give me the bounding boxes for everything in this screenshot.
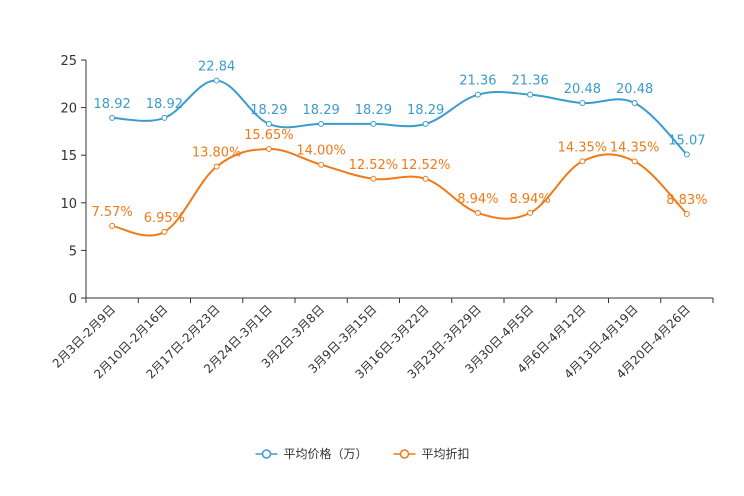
data-point (318, 120, 325, 127)
data-label: 18.29 (303, 103, 340, 118)
data-label: 12.52% (401, 158, 451, 173)
data-label: 14.35% (558, 140, 608, 155)
data-label: 22.84 (198, 60, 235, 75)
data-point (527, 91, 534, 98)
data-label: 14.35% (610, 140, 660, 155)
data-label: 21.36 (512, 74, 549, 89)
series-2: 7.57% 6.95%13.80%15.65%14.00%12.52% 12.52%… (91, 128, 708, 237)
series-layer: 18.92 18.92 22.84 18.29 18.29 18.29 18.29 21.36… (91, 60, 708, 237)
data-label: 7.57% (91, 205, 132, 220)
data-point (422, 120, 429, 127)
data-label: 12.52% (349, 158, 399, 173)
data-point (265, 120, 272, 127)
data-label: 18.92 (146, 97, 183, 112)
data-point (474, 209, 481, 216)
data-label: 21.36 (459, 74, 496, 89)
data-point (527, 209, 534, 216)
y-tick-label: 0 (69, 292, 77, 307)
legend-item-1[interactable]: 平均价格（万） (255, 446, 368, 461)
data-label: 8.94% (457, 192, 498, 207)
y-tick-label: 10 (60, 197, 77, 212)
data-point (631, 158, 638, 165)
data-label: 6.95% (144, 211, 185, 226)
series-line (111, 148, 688, 237)
data-label: 8.83% (666, 193, 707, 208)
data-point (109, 114, 116, 121)
legend-label: 平均折扣 (422, 446, 470, 461)
x-axis: 2月3日-2月9日2月10日-2月16日2月17日-2月23日2月24日-3月1… (50, 297, 714, 382)
data-point (161, 114, 168, 121)
data-label: 18.29 (407, 103, 444, 118)
data-label: 15.07 (668, 134, 705, 149)
data-label: 20.48 (564, 82, 601, 97)
legend-label: 平均价格（万） (284, 446, 368, 461)
y-axis: 0 5 10 15 20 25 (60, 54, 87, 307)
y-tick-label: 20 (60, 102, 77, 117)
data-label: 18.92 (94, 97, 131, 112)
data-label: 15.65% (244, 128, 294, 143)
legend[interactable]: 平均价格（万） 平均折扣 (255, 446, 470, 461)
y-tick-label: 15 (60, 149, 77, 164)
data-point (213, 163, 220, 170)
series-line (112, 79, 688, 156)
data-point (370, 120, 377, 127)
data-label: 18.29 (355, 103, 392, 118)
data-point (579, 158, 586, 165)
data-point (422, 175, 429, 182)
data-point (318, 161, 325, 168)
data-point (683, 151, 690, 158)
data-point (161, 228, 168, 235)
data-point (213, 77, 220, 84)
data-label: 20.48 (616, 82, 653, 97)
series-1: 18.92 18.92 22.84 18.29 18.29 18.29 18.29 21.36… (94, 60, 705, 158)
legend-marker-icon (399, 449, 410, 459)
y-tick-label: 25 (60, 54, 77, 69)
legend-item-2[interactable]: 平均折扣 (393, 446, 470, 461)
data-label: 8.94% (509, 192, 550, 207)
legend-marker-icon (261, 449, 272, 459)
data-point (265, 146, 272, 153)
y-tick-label: 5 (69, 244, 77, 259)
data-point (109, 222, 116, 229)
data-label: 18.29 (250, 103, 287, 118)
data-point (579, 100, 586, 107)
data-point (370, 175, 377, 182)
data-point (474, 91, 481, 98)
data-label: 13.80% (192, 146, 242, 161)
data-label: 14.00% (296, 144, 346, 159)
data-point (631, 100, 638, 107)
data-point (683, 210, 690, 217)
